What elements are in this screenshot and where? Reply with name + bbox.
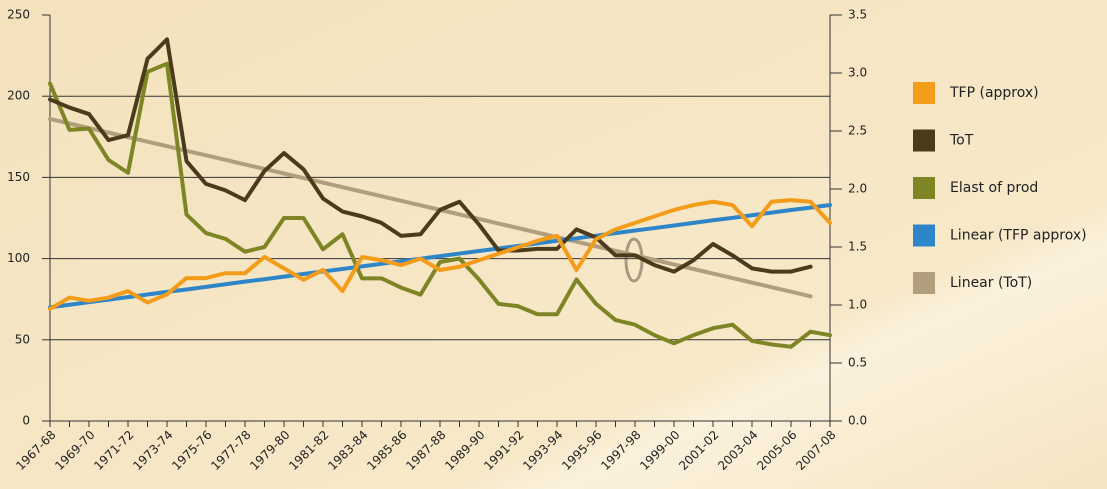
y2-tick-label: 3.5 xyxy=(848,8,867,22)
series-line xyxy=(48,203,832,310)
y2-tick-label: 2.0 xyxy=(848,182,867,196)
legend-label: TFP (approx) xyxy=(949,85,1039,101)
y-tick-label: 50 xyxy=(15,332,30,346)
y-tick-label: 100 xyxy=(7,251,30,265)
y-tick-label: 250 xyxy=(7,8,30,22)
y-tick-label: 0 xyxy=(22,414,30,428)
legend-label: Linear (ToT) xyxy=(950,275,1032,291)
series-line xyxy=(48,37,813,274)
legend-swatch xyxy=(913,129,935,152)
y-tick-label: 150 xyxy=(7,170,30,184)
y2-tick-label: 1.5 xyxy=(848,240,867,254)
y2-tick-label: 3.0 xyxy=(848,66,867,80)
legend-label: ToT xyxy=(949,133,974,149)
y2-tick-label: 0.0 xyxy=(848,414,867,428)
y2-tick-label: 1.0 xyxy=(848,298,867,312)
legend-label: Elast of prod xyxy=(950,180,1038,196)
legend-swatch xyxy=(913,272,935,294)
legend-swatch xyxy=(913,177,935,199)
legend-swatch xyxy=(913,82,935,104)
legend-label: Linear (TFP approx) xyxy=(950,228,1087,244)
legend-swatch xyxy=(913,224,935,247)
y2-tick-label: 2.5 xyxy=(848,124,867,138)
series-line xyxy=(48,61,832,349)
y-tick-label: 200 xyxy=(7,89,30,103)
series-line xyxy=(48,198,832,311)
y2-tick-label: 0.5 xyxy=(848,356,867,370)
